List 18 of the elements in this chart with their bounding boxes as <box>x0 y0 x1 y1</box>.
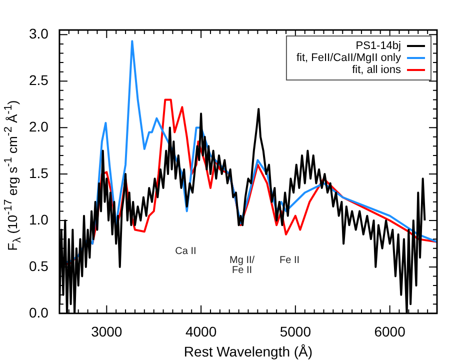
y-tick-label: 0.0 <box>28 304 49 320</box>
annotation: Mg II/ Fe II <box>230 255 255 276</box>
annotation: Ca II <box>175 246 196 257</box>
y-tick-label: 1.0 <box>28 211 49 228</box>
y-tick-label: 2.0 <box>28 118 49 134</box>
y-tick-label: 0.5 <box>28 258 49 274</box>
annotation: Fe II <box>279 255 300 266</box>
y-tick-label: 2.5 <box>28 72 49 88</box>
legend-label: PS1-14bj <box>356 40 401 52</box>
y-tick-label: 3.0 <box>28 26 49 42</box>
x-tick-label: 5000 <box>280 324 312 340</box>
y-tick-label: 1.5 <box>28 164 49 181</box>
x-tick-label: 6000 <box>374 324 406 340</box>
x-axis-title: Rest Wavelength (Å) <box>184 343 313 360</box>
legend-label: fit, all ions <box>352 64 402 76</box>
x-tick-label: 4000 <box>185 324 217 340</box>
x-tick-label: 3000 <box>91 324 122 340</box>
legend-label: fit, FeII/CaII/MgII only <box>296 52 402 64</box>
